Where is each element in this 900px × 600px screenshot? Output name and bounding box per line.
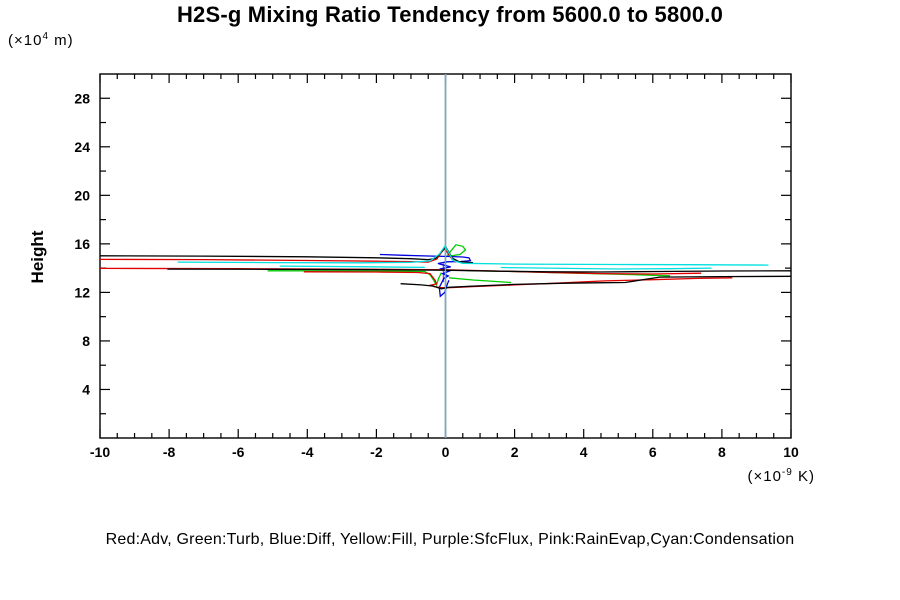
x-tick-label: 4 xyxy=(580,444,588,460)
y-tick-label: 12 xyxy=(74,284,90,300)
x-axis-unit-prefix: (×10 xyxy=(747,468,782,485)
y-axis-title: Height xyxy=(28,230,47,284)
y-axis-unit-suffix: m) xyxy=(49,32,74,49)
x-tick-label: -6 xyxy=(232,444,245,460)
series-line-turb xyxy=(267,270,442,287)
y-tick-label: 24 xyxy=(74,139,90,155)
y-axis-unit-label: (×104 m) xyxy=(8,31,74,49)
series-line-total xyxy=(400,275,792,290)
chart-title: H2S-g Mixing Ratio Tendency from 5600.0 … xyxy=(176,2,724,27)
x-tick-label: 6 xyxy=(649,444,657,460)
x-tick-label: 0 xyxy=(442,444,450,460)
series-line-total xyxy=(167,268,792,273)
y-tick-label: 28 xyxy=(74,90,90,106)
series-line-condensation xyxy=(177,245,769,266)
legend-caption: Red:Adv, Green:Turb, Blue:Diff, Yellow:F… xyxy=(105,531,795,548)
x-tick-label: -2 xyxy=(370,444,383,460)
x-axis-unit-suffix: K) xyxy=(792,468,815,485)
x-tick-label: -8 xyxy=(163,444,176,460)
series-line-adv xyxy=(303,271,733,289)
y-axis-unit-prefix: (×10 xyxy=(8,32,43,49)
y-tick-label: 20 xyxy=(74,187,90,203)
y-tick-label: 8 xyxy=(82,333,90,349)
series-line-condensation xyxy=(279,265,425,269)
x-tick-label: 8 xyxy=(718,444,726,460)
x-tick-label: 2 xyxy=(511,444,519,460)
series-line-diff xyxy=(379,253,472,298)
series-line-turb xyxy=(448,277,512,284)
y-tick-label: 16 xyxy=(74,236,90,252)
series-line-adv xyxy=(99,247,457,263)
x-tick-label: -10 xyxy=(90,444,110,460)
y-axis-unit-exponent: 4 xyxy=(42,31,50,42)
x-axis-unit-label: (×10-9 K) xyxy=(660,467,815,485)
series-line-condensation xyxy=(500,266,712,270)
y-tick-label: 4 xyxy=(82,381,90,397)
x-tick-label: -4 xyxy=(301,444,314,460)
x-axis-unit-exponent: -9 xyxy=(781,467,793,478)
x-tick-label: 10 xyxy=(783,444,799,460)
